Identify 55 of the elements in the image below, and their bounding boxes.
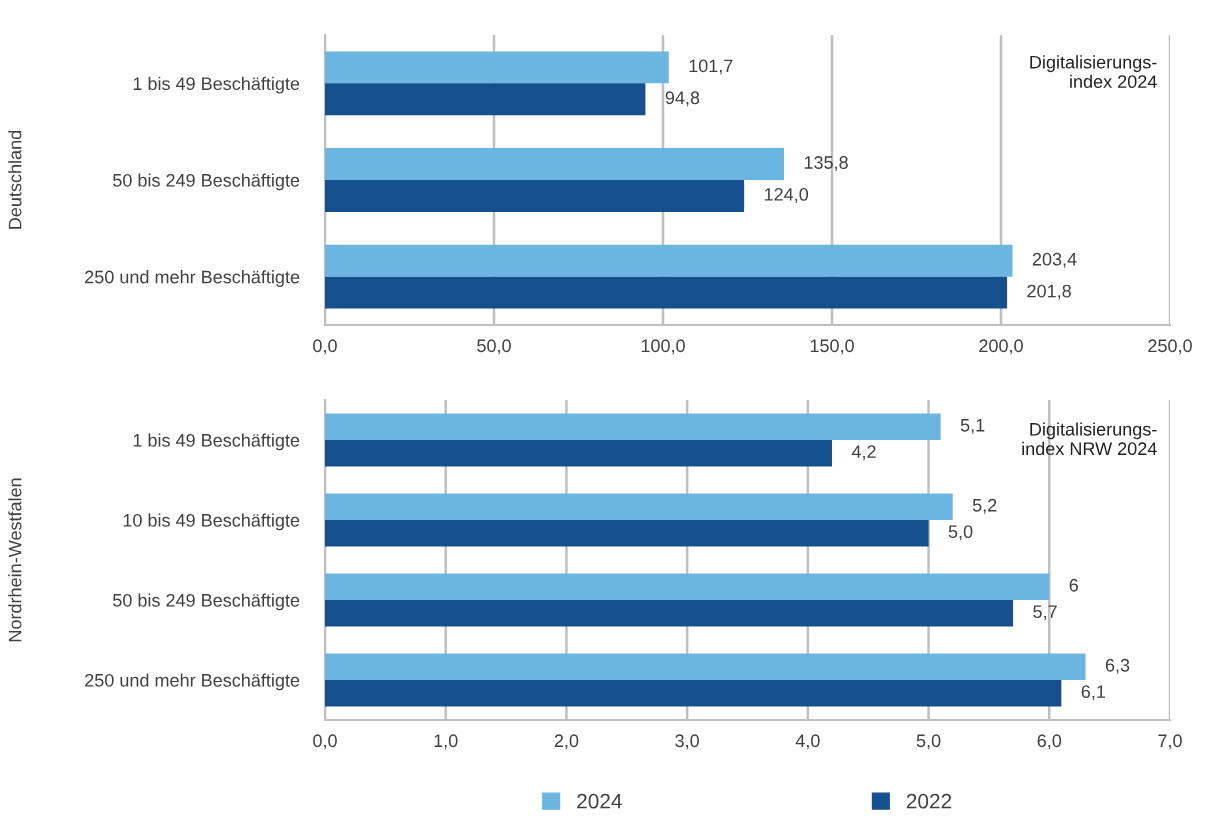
- data-label: 5,7: [1033, 605, 1057, 621]
- x-tick-label: 0,0: [313, 339, 337, 355]
- bar: [325, 244, 1013, 277]
- data-label: 124,0: [764, 188, 809, 203]
- y-tick-label: 250 und mehr Beschäftigte: [85, 673, 300, 691]
- data-label: 5,0: [948, 525, 973, 541]
- data-label: 6: [1069, 578, 1078, 592]
- y-tick-label: 250 und mehr Beschäftigte: [85, 270, 300, 287]
- x-tick-label: 7,0: [1158, 734, 1182, 750]
- bar: [325, 51, 669, 84]
- y-axis-title: Deutschland: [8, 130, 22, 229]
- y-tick-label: 50 bis 249 Beschäftigte: [113, 173, 300, 191]
- bar: [325, 413, 941, 440]
- x-tick-label: 5,0: [916, 734, 941, 750]
- bar: [325, 653, 1086, 680]
- bar: [325, 600, 1014, 627]
- bar: [325, 573, 1050, 600]
- bar: [325, 440, 832, 467]
- bar: [325, 148, 784, 180]
- bar: [325, 493, 953, 520]
- x-tick-label: 2,0: [554, 734, 579, 750]
- data-label: 94,8: [665, 91, 700, 107]
- x-tick-label: 100,0: [641, 339, 685, 355]
- data-label: 5,1: [960, 419, 985, 434]
- y-tick-label: 1 bis 49 Beschäftigte: [133, 433, 300, 451]
- annotation: Digitalisierungs- index 2024: [1030, 55, 1157, 89]
- data-label: 203,4: [1032, 252, 1077, 268]
- data-label: 101,7: [689, 59, 733, 75]
- bar: [325, 680, 1062, 707]
- data-label: 6,3: [1105, 658, 1130, 674]
- x-tick-label: 6,0: [1037, 734, 1062, 750]
- x-tick-label: 1,0: [434, 734, 458, 750]
- data-label: 6,1: [1081, 685, 1106, 701]
- bar: [325, 276, 1008, 309]
- y-tick-label: 10 bis 49 Beschäftigte: [123, 513, 300, 531]
- bar: [325, 520, 929, 547]
- y-tick-label: 50 bis 249 Beschäftigte: [113, 593, 300, 611]
- x-tick-label: 250,0: [1148, 339, 1192, 355]
- y-tick-label: 1 bis 49 Beschäftigte: [133, 76, 300, 94]
- x-tick-label: 3,0: [675, 734, 699, 750]
- x-tick-label: 200,0: [979, 339, 1023, 355]
- bar: [325, 83, 646, 116]
- bar: [325, 180, 745, 212]
- x-tick-label: 0,0: [313, 734, 337, 750]
- legend-label: 2024: [577, 793, 622, 809]
- legend-label: 2022: [906, 793, 952, 809]
- y-axis-title: Nordrhein-Westfalen: [8, 478, 22, 642]
- x-tick-label: 4,0: [795, 734, 820, 750]
- x-tick-label: 50,0: [477, 339, 511, 355]
- x-tick-label: 150,0: [810, 339, 854, 355]
- data-label: 201,8: [1027, 284, 1071, 300]
- data-label: 135,8: [804, 156, 848, 172]
- data-label: 5,2: [972, 498, 997, 514]
- annotation: Digitalisierungs- index NRW 2024: [1022, 422, 1157, 456]
- data-label: 4,2: [851, 445, 876, 461]
